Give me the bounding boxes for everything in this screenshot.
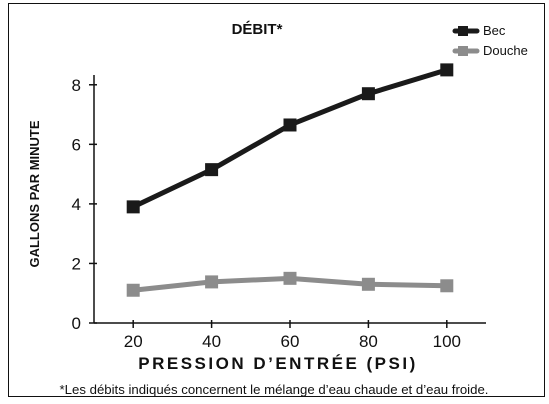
chart-axes [89,75,486,328]
y-tick-label: 4 [72,195,81,214]
douche-data-point [126,283,140,297]
legend: Bec Douche [452,23,528,58]
y-axis-label: GALLONS PAR MINUTE [27,120,42,267]
footnote: *Les débits indiqués concernent le mélan… [60,382,489,397]
legend-item-douche: Douche [452,43,528,58]
bec-data-point [440,63,454,77]
bec-data-point [361,87,375,101]
y-tick-label: 6 [72,135,81,154]
chart-title: DÉBIT* [232,21,283,38]
bec-data-point [205,163,219,177]
bec-legend-marker [458,26,468,36]
douche-data-point [440,279,454,293]
x-axis-label: PRESSION D’ENTRÉE (PSI) [138,354,417,373]
bec-legend-label: Bec [483,23,506,38]
bec-series-line [130,67,450,210]
douche-legend-marker [458,46,468,56]
series-layer [126,63,454,297]
x-tick-label: 60 [281,332,300,351]
douche-data-point [361,277,375,291]
douche-legend-label: Douche [483,43,528,58]
tick-labels: 0 2 4 6 8 20 40 60 80 100 [72,76,461,351]
chart-frame [8,3,545,397]
y-tick-label: 8 [72,76,81,95]
douche-data-point [283,271,297,285]
x-tick-label: 20 [124,332,143,351]
y-tick-label: 0 [72,314,81,333]
x-tick-label: 80 [359,332,378,351]
bec-data-point [283,118,297,132]
legend-item-bec: Bec [452,23,506,38]
x-tick-label: 40 [202,332,221,351]
x-tick-label: 100 [433,332,461,351]
y-tick-label: 2 [72,254,81,273]
douche-data-point [205,275,219,289]
bec-data-point [126,200,140,214]
